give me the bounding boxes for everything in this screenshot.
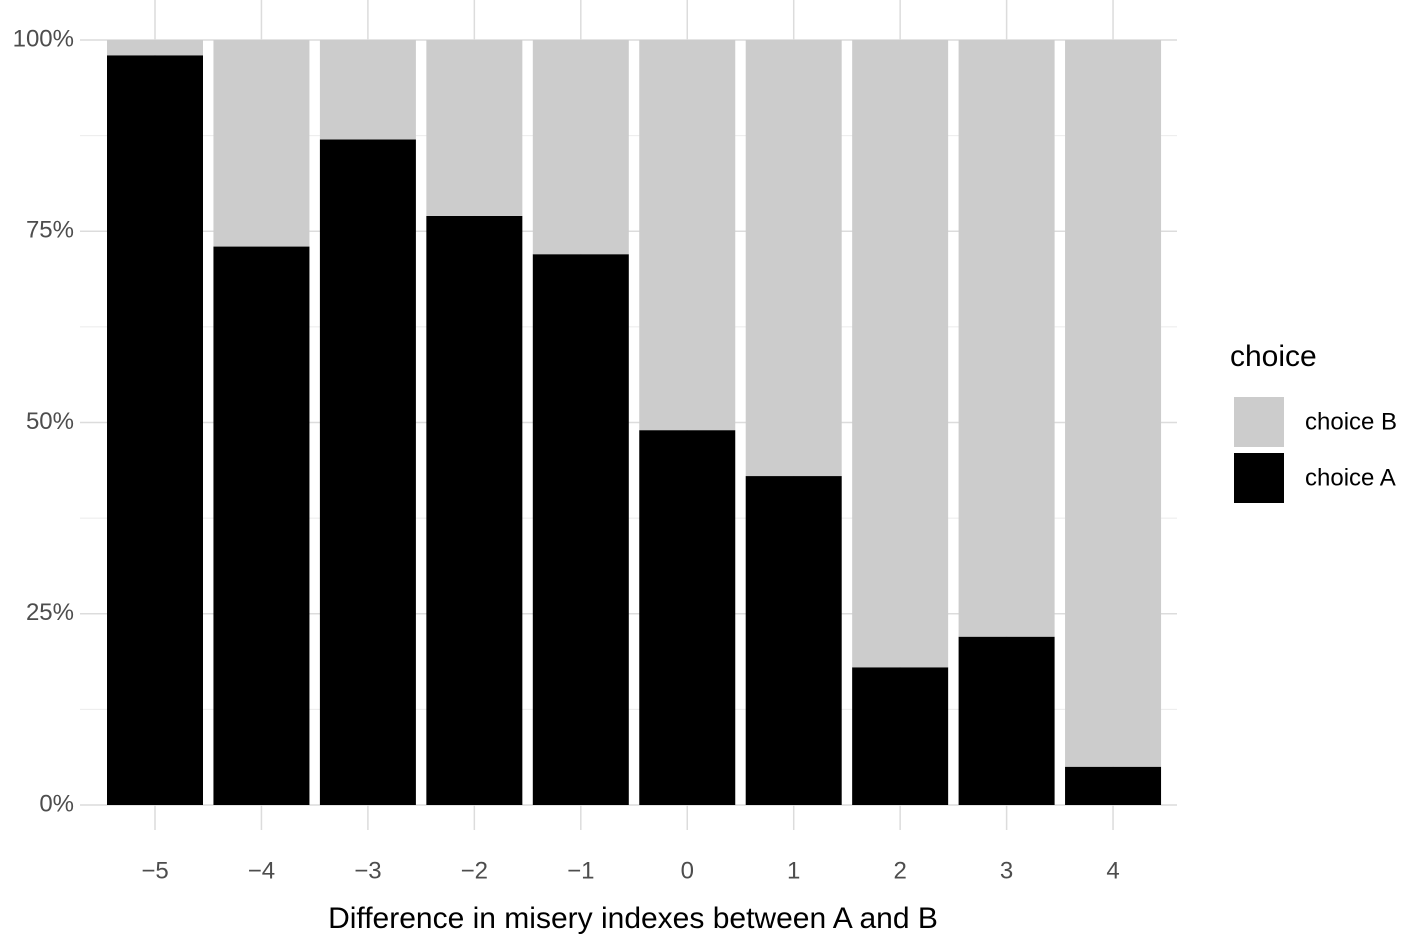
bar-segment xyxy=(319,139,416,805)
bar-segment xyxy=(532,254,629,805)
bar-segment xyxy=(852,667,949,805)
bar-segment xyxy=(532,40,629,255)
x-axis-label: Difference in misery indexes between A a… xyxy=(328,902,938,935)
bar-segment xyxy=(1065,40,1162,767)
bar-segment xyxy=(958,40,1055,637)
bar-segment xyxy=(426,40,523,216)
x-tick-label: 0 xyxy=(681,857,694,884)
y-tick-label: 25% xyxy=(26,599,74,626)
y-tick-label: 0% xyxy=(39,790,74,817)
legend-label: choice B xyxy=(1305,408,1397,435)
x-tick-label: −2 xyxy=(461,857,488,884)
x-tick-label: 4 xyxy=(1106,857,1119,884)
bar-segment xyxy=(213,246,310,806)
y-tick-label: 100% xyxy=(13,25,74,52)
bar-segment xyxy=(745,476,842,805)
bar-segment xyxy=(958,636,1055,805)
x-tick-label: 3 xyxy=(1000,857,1013,884)
legend-title: choice xyxy=(1230,340,1317,373)
x-tick-label: −1 xyxy=(567,857,594,884)
bar-segment xyxy=(1065,766,1162,805)
y-tick-label: 50% xyxy=(26,408,74,435)
legend-key xyxy=(1232,395,1286,449)
bar-segment xyxy=(107,55,203,806)
x-tick-label: −4 xyxy=(248,857,275,884)
x-tick-label: 1 xyxy=(787,857,800,884)
legend-label: choice A xyxy=(1305,464,1396,491)
bar-segment xyxy=(319,40,416,140)
legend-key xyxy=(1232,451,1286,505)
bar-segment xyxy=(639,430,736,805)
bar-segment xyxy=(745,40,842,477)
bar-segment xyxy=(639,40,736,431)
bar-segment xyxy=(426,215,523,805)
bar-segment xyxy=(852,40,949,668)
bar-segment xyxy=(213,40,310,247)
bar-segment xyxy=(107,40,203,56)
y-tick-label: 75% xyxy=(26,217,74,244)
x-tick-label: 2 xyxy=(893,857,906,884)
x-tick-label: −5 xyxy=(141,857,168,884)
x-tick-label: −3 xyxy=(354,857,381,884)
